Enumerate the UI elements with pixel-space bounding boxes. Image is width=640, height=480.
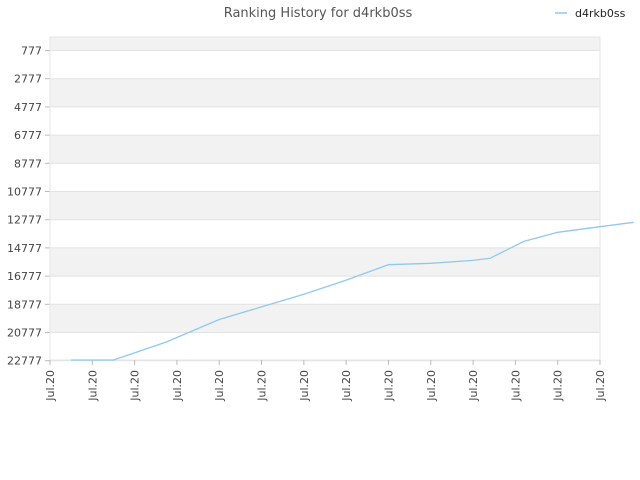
x-tick-label: Jul.20 bbox=[44, 370, 57, 402]
series-line-d4rkb0ss[interactable] bbox=[71, 221, 634, 361]
x-tick-label: Jul.20 bbox=[552, 370, 565, 402]
background-band bbox=[50, 219, 600, 248]
y-tick-label: 20777 bbox=[7, 327, 42, 340]
background-band bbox=[50, 37, 600, 51]
background-band bbox=[50, 276, 600, 305]
y-tick-label: 18777 bbox=[7, 298, 42, 311]
background-band bbox=[50, 163, 600, 192]
y-tick-label: 4777 bbox=[14, 101, 42, 114]
y-tick-label: 777 bbox=[21, 45, 42, 58]
x-tick-label: Jul.20 bbox=[298, 370, 311, 402]
x-tick-label: Jul.20 bbox=[467, 370, 480, 402]
background-band bbox=[50, 78, 600, 107]
grid-lines bbox=[50, 50, 600, 362]
background-band bbox=[50, 247, 600, 277]
y-tick-label: 6777 bbox=[14, 129, 42, 142]
plot-border bbox=[49, 36, 601, 361]
axes bbox=[45, 36, 601, 365]
background-band bbox=[50, 135, 600, 164]
chart-title: Ranking History for d4rkb0ss bbox=[224, 6, 413, 21]
x-tick-label: Jul.20 bbox=[594, 370, 607, 402]
y-tick-label: 12777 bbox=[7, 214, 42, 227]
x-tick-label: Jul.20 bbox=[129, 370, 142, 402]
legend[interactable]: d4rkb0ss bbox=[555, 7, 626, 20]
y-tick-label: 2777 bbox=[14, 73, 42, 86]
series-lines bbox=[71, 221, 634, 361]
background-band bbox=[50, 191, 600, 220]
y-tick-label: 10777 bbox=[7, 186, 42, 199]
background-band bbox=[50, 106, 600, 136]
y-tick-label: 8777 bbox=[14, 157, 42, 170]
y-tick-label: 22777 bbox=[7, 355, 42, 368]
y-tick-label: 14777 bbox=[7, 242, 42, 255]
background-band bbox=[50, 332, 600, 360]
x-tick-label: Jul.20 bbox=[425, 370, 438, 402]
background-band bbox=[50, 304, 600, 333]
x-tick-label: Jul.20 bbox=[509, 370, 522, 402]
y-tick-label: 16777 bbox=[7, 270, 42, 283]
x-tick-label: Jul.20 bbox=[382, 370, 395, 402]
legend-label: d4rkb0ss bbox=[575, 7, 626, 20]
x-tick-label: Jul.20 bbox=[171, 370, 184, 402]
x-tick-label: Jul.20 bbox=[340, 370, 353, 402]
plot-background-bands bbox=[50, 37, 600, 360]
x-tick-label: Jul.20 bbox=[213, 370, 226, 402]
background-band bbox=[50, 50, 600, 79]
x-tick-label: Jul.20 bbox=[256, 370, 269, 402]
tick-labels: 777 2777 4777 6777 8777 10777 12777 14777 16777 1… bbox=[7, 45, 607, 402]
x-tick-label: Jul.20 bbox=[86, 370, 99, 402]
